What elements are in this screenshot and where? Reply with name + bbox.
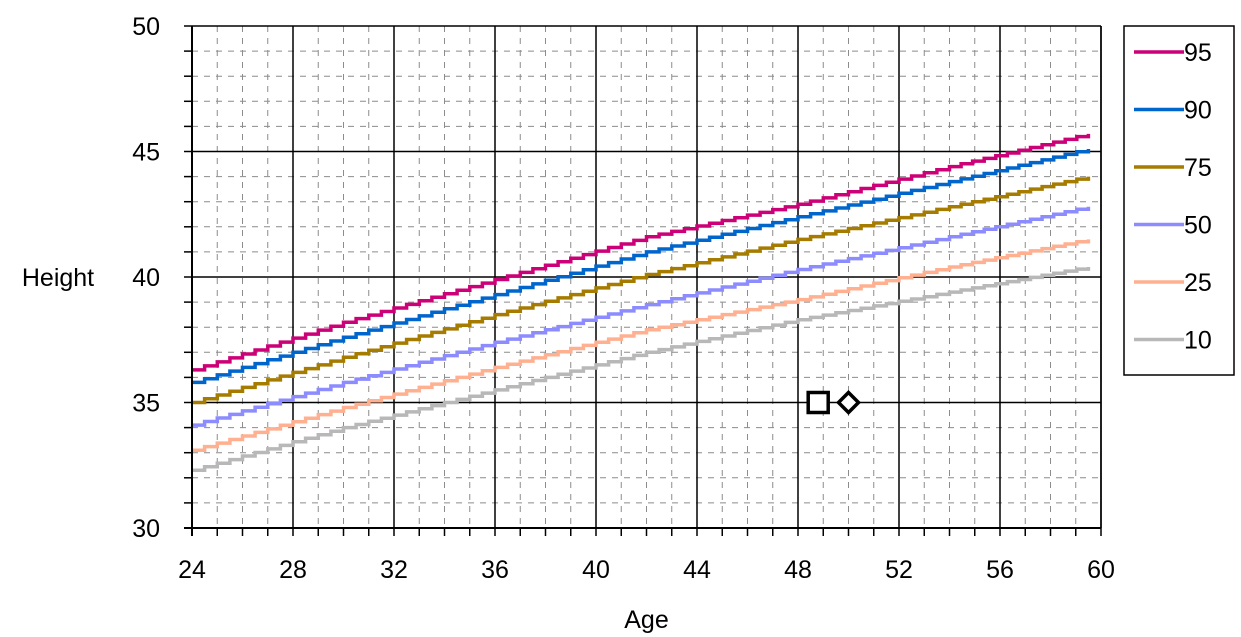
x-tick-label: 48: [784, 556, 812, 584]
y-tick-label: 30: [132, 515, 160, 543]
legend-label-90: 90: [1184, 97, 1212, 125]
data-markers: [806, 390, 861, 415]
y-tick-label: 45: [132, 139, 160, 167]
x-tick-label: 24: [178, 556, 206, 584]
legend: 95 90 75 50 25 10: [1123, 25, 1235, 376]
x-tick-labels: 24 28 32 36 40 44 48 52 56 60: [178, 556, 1115, 584]
x-tick-label: 32: [380, 556, 408, 584]
series-line-25: [192, 239, 1091, 452]
legend-label-50: 50: [1184, 212, 1212, 240]
y-tick-label: 50: [132, 13, 160, 41]
minor-gridlines: [192, 26, 1101, 528]
axes: [184, 25, 1102, 536]
diamond-marker: [836, 390, 861, 415]
series-line-50: [192, 206, 1091, 427]
series-line-75: [192, 176, 1091, 405]
x-tick-label: 60: [1087, 556, 1115, 584]
x-tick-label: 28: [279, 556, 307, 584]
x-tick-label: 36: [481, 556, 509, 584]
x-tick-label: 44: [683, 556, 711, 584]
x-tick-label: 40: [582, 556, 610, 584]
series-line-10: [192, 267, 1091, 473]
series-line-95: [192, 133, 1091, 372]
square-marker: [806, 390, 830, 415]
x-axis-title: Age: [624, 606, 668, 634]
x-tick-label: 56: [986, 556, 1014, 584]
series-line-90: [192, 149, 1091, 385]
y-tick-labels: 30 35 40 45 50: [132, 13, 160, 543]
legend-label-95: 95: [1184, 39, 1212, 67]
series-lines: [192, 133, 1091, 473]
y-tick-label: 40: [132, 264, 160, 292]
y-axis-title: Height: [22, 264, 94, 292]
legend-box: [1123, 25, 1235, 376]
legend-label-25: 25: [1184, 269, 1212, 297]
legend-label-10: 10: [1184, 327, 1212, 355]
x-tick-label: 52: [885, 556, 913, 584]
legend-items: 95 90 75 50 25 10: [1134, 39, 1212, 355]
legend-label-75: 75: [1184, 154, 1212, 182]
y-tick-label: 35: [132, 390, 160, 418]
